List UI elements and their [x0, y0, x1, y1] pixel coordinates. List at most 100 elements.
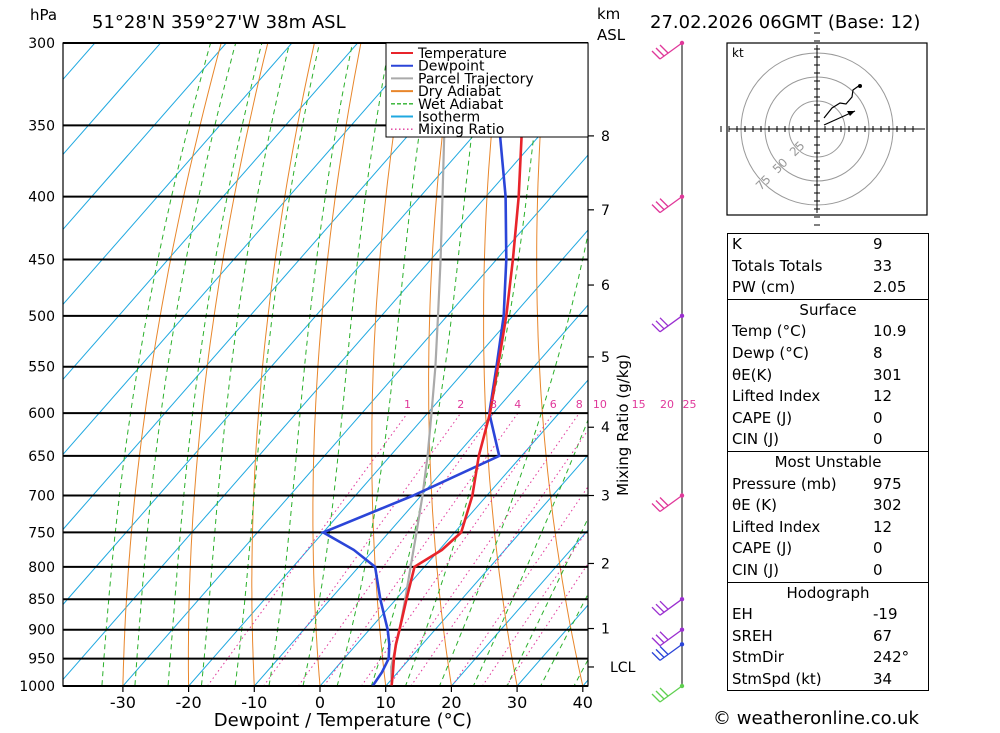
legend-label: Dry Adiabat	[418, 84, 501, 100]
surface-lifted-index: Lifted Index 12	[732, 387, 893, 406]
temp-tick-label: -20	[176, 693, 202, 712]
mixing-ratio-label: 25	[683, 398, 697, 411]
mixing-ratio-line	[207, 412, 408, 686]
wind-barb-feather	[651, 323, 661, 333]
isotherm-line	[63, 43, 162, 156]
isotherm-line	[63, 43, 227, 231]
mu-lifted-index: Lifted Index 12	[732, 517, 893, 536]
mixing-ratio-line	[297, 412, 495, 686]
wind-barb-feather	[655, 603, 665, 613]
mixing-ratio-label: 2	[457, 398, 464, 411]
pressure-tick-label: 300	[28, 36, 55, 52]
wet-adiabat-line	[268, 43, 354, 686]
mixing-ratio-label: 6	[550, 398, 557, 411]
wind-barb-feather	[655, 320, 665, 330]
wind-barb	[651, 40, 685, 60]
wind-barb-staff	[659, 42, 683, 60]
dry-adiabat-line	[251, 43, 315, 686]
wind-barb	[651, 493, 685, 513]
wind-barb-feather	[651, 606, 661, 616]
wet-adiabat-line	[167, 43, 263, 686]
datetime-title: 27.02.2026 06GMT (Base: 12)	[650, 12, 920, 33]
lcl-label: LCL	[610, 660, 636, 676]
wind-barb-feather	[655, 47, 665, 57]
wind-barb	[651, 642, 685, 661]
mixing-ratio-label: 3	[490, 398, 497, 411]
mixing-ratio-labels: 1 2 3 4 6 8 10 15 20 25	[404, 398, 697, 411]
wet-adiabat-line	[134, 43, 237, 686]
mu-pressure: Pressure (mb) 975	[732, 474, 902, 493]
mixing-ratio-label: 15	[632, 398, 646, 411]
pressure-tick-label: 800	[28, 560, 55, 576]
plot-frame	[62, 42, 589, 687]
wind-barb-staff	[659, 315, 683, 333]
dry-adiabat-line	[483, 43, 518, 686]
isotherm-line	[187, 229, 588, 686]
pressure-tick-label: 850	[28, 592, 55, 608]
wind-barb	[651, 597, 685, 616]
wind-barb-staff	[659, 494, 683, 513]
surface-cin: CIN (J) 0	[732, 430, 883, 449]
surface-title: Surface	[728, 298, 928, 322]
legend-label: Parcel Trajectory	[418, 71, 534, 87]
pressure-tick-label: 700	[28, 489, 55, 505]
index-pw: PW (cm) 2.05	[732, 278, 907, 297]
wind-barb-feather	[655, 648, 665, 658]
wet-adiabat-line	[336, 43, 434, 686]
wind-barb-feather	[659, 631, 669, 641]
wind-barb-feather	[659, 198, 669, 208]
legend-label: Mixing Ratio	[418, 122, 504, 138]
wind-barb-staff	[659, 598, 683, 616]
surface-dewp: Dewp (°C) 8	[732, 343, 883, 362]
dry-adiabat-line	[371, 43, 409, 686]
wind-barb-staff	[659, 685, 683, 703]
mu-cin: CIN (J) 0	[732, 560, 883, 579]
wind-barb-feather	[651, 637, 661, 647]
hodograph-title: Hodograph	[728, 581, 928, 605]
isotherm-line	[385, 454, 588, 686]
hodograph-end-point	[858, 84, 862, 88]
surface-theta-e: θE(K) 301	[732, 365, 902, 384]
pressure-tick-label: 400	[28, 190, 55, 206]
mixing-ratio-label: 10	[593, 398, 607, 411]
km-tick-label: 5	[601, 350, 610, 366]
km-tick-label: 4	[601, 420, 610, 436]
legend-label: Isotherm	[418, 110, 480, 126]
hodo-stmdir: StmDir 242°	[732, 648, 910, 667]
wet-adiabat-line	[370, 43, 485, 686]
temp-tick-label: 0	[315, 693, 325, 712]
dry-adiabat-line	[536, 43, 584, 686]
temperature-line	[390, 43, 534, 686]
km-tick-label: 6	[601, 278, 610, 294]
dry-adiabat-line	[312, 43, 362, 686]
legend-label: Dewpoint	[418, 59, 485, 75]
x-axis-label: Dewpoint / Temperature (°C)	[214, 710, 472, 731]
pressure-tick-label: 550	[28, 360, 55, 376]
wind-barb-feather	[651, 693, 661, 703]
dry-adiabat-line	[638, 6, 722, 712]
dry-adiabat-line	[962, 6, 1000, 712]
isotherm-line	[319, 379, 588, 686]
km-tick-label: 3	[601, 489, 610, 505]
dry-adiabat-line	[428, 43, 455, 686]
isotherm-line	[450, 529, 588, 686]
isotherm-line	[122, 154, 588, 686]
isotherm-line	[253, 304, 588, 686]
mixing-ratio-line	[505, 562, 588, 686]
temp-tick-label: 10	[376, 693, 396, 712]
index-totals-totals: Totals Totals 33	[732, 256, 893, 275]
mixing-ratio-line	[388, 412, 580, 686]
wet-adiabat-line	[302, 43, 391, 686]
wet-adiabat-line	[438, 231, 588, 686]
wind-barb-feather	[651, 503, 661, 512]
wet-adiabat-line	[404, 43, 546, 686]
mixing-ratio-line	[263, 412, 462, 686]
km-tick-label: 7	[601, 203, 610, 219]
pressure-tick-label: 500	[28, 309, 55, 325]
wind-barb-feather	[659, 317, 669, 327]
wet-adiabat-line	[200, 43, 291, 686]
wet-adiabat-line	[101, 43, 212, 686]
